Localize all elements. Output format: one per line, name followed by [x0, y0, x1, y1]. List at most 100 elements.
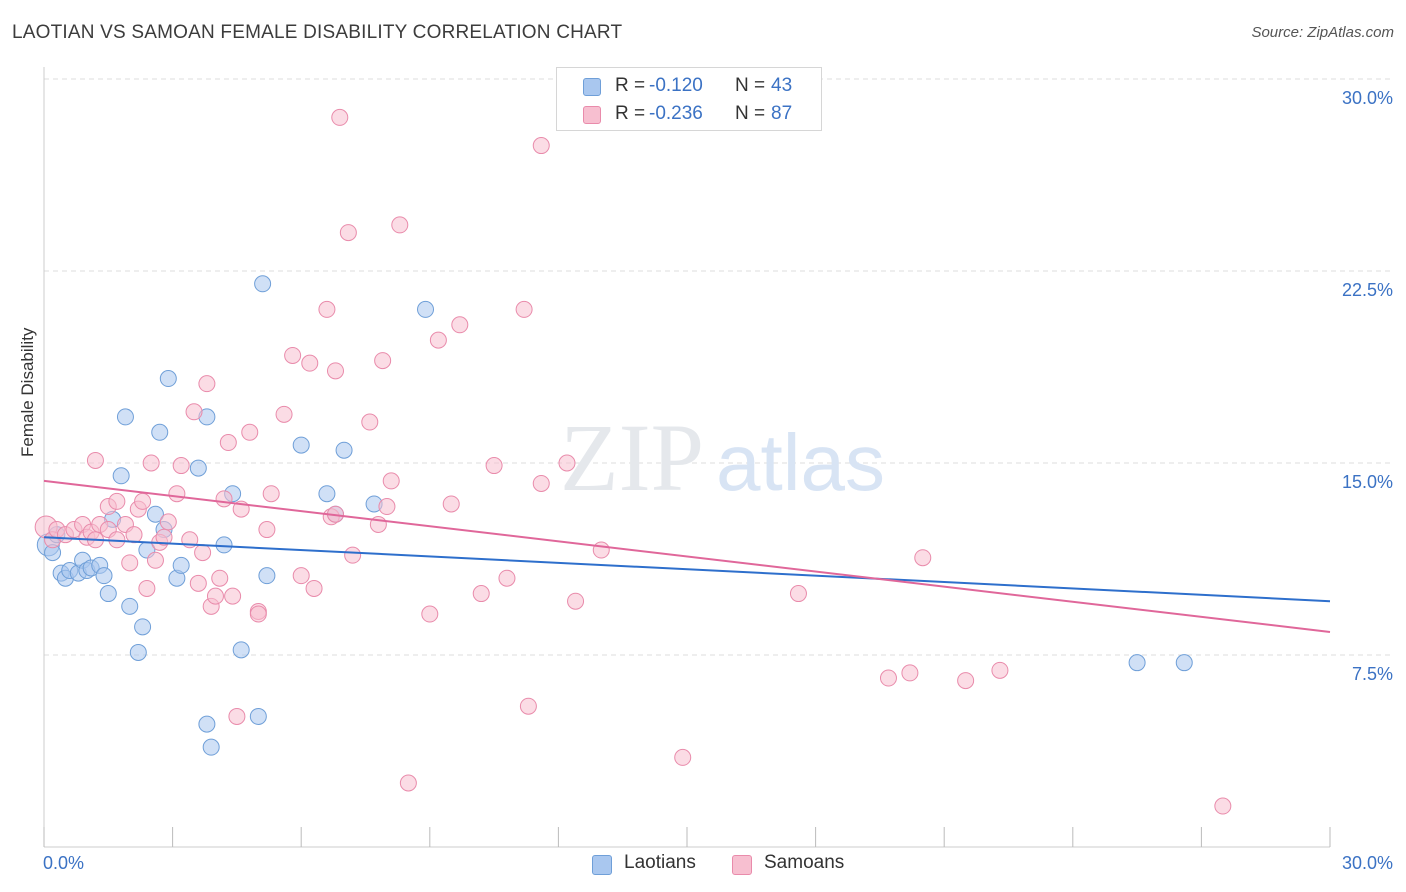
data-point	[592, 541, 610, 559]
data-point	[879, 669, 897, 687]
y-tick-label: 22.5%	[1342, 280, 1393, 300]
legend-n-label: N =	[735, 103, 766, 124]
legend-r-value: -0.120	[649, 75, 703, 96]
data-point	[254, 275, 272, 293]
data-point	[211, 569, 229, 587]
data-point	[472, 585, 490, 603]
data-point	[391, 216, 409, 234]
data-point	[206, 587, 224, 605]
data-point	[1175, 654, 1193, 672]
legend-row-samoans: R = -0.236 N = 87	[557, 100, 821, 128]
data-point	[442, 495, 460, 513]
data-point	[258, 567, 276, 585]
data-point	[198, 715, 216, 733]
data-point	[159, 513, 177, 531]
axes	[43, 67, 1331, 848]
data-point	[429, 331, 447, 349]
data-point	[305, 579, 323, 597]
legend-label-laotians: Laotians	[624, 852, 696, 873]
data-point	[1214, 797, 1232, 815]
trend-line-laotians	[43, 536, 1331, 603]
legend-row-laotians: R = -0.120 N = 43	[557, 72, 821, 100]
data-point	[258, 521, 276, 539]
data-point	[134, 492, 152, 510]
data-point	[957, 672, 975, 690]
data-point	[228, 707, 246, 725]
data-point	[108, 492, 126, 510]
data-point	[134, 618, 152, 636]
data-point	[198, 375, 216, 393]
data-point	[142, 454, 160, 472]
trend-lines	[43, 479, 1331, 633]
data-point	[292, 436, 310, 454]
data-point	[382, 472, 400, 490]
data-point	[417, 300, 435, 318]
legend-label-samoans: Samoans	[764, 852, 845, 873]
data-point	[151, 423, 169, 441]
data-point	[241, 423, 259, 441]
data-point	[125, 526, 143, 544]
data-point	[991, 661, 1009, 679]
data-point	[185, 403, 203, 421]
data-point	[116, 408, 134, 426]
y-tick-label: 7.5%	[1352, 664, 1393, 684]
data-point	[129, 643, 147, 661]
data-point	[275, 405, 293, 423]
legend-swatch-samoans-bottom	[732, 855, 752, 875]
data-point	[146, 505, 164, 523]
data-point	[262, 485, 280, 503]
legend-swatch-samoans	[583, 106, 601, 124]
data-point	[901, 664, 919, 682]
data-point	[121, 597, 139, 615]
data-point	[301, 354, 319, 372]
data-point	[112, 467, 130, 485]
data-point	[215, 536, 233, 554]
data-point	[99, 585, 117, 603]
data-point	[339, 224, 357, 242]
data-point	[189, 574, 207, 592]
data-point	[789, 585, 807, 603]
legend-swatch-laotians-bottom	[592, 855, 612, 875]
data-point	[326, 362, 344, 380]
legend-r-label: R =	[615, 103, 646, 124]
y-tick-label: 30.0%	[1342, 88, 1393, 108]
data-point	[335, 441, 353, 459]
data-point	[1128, 654, 1146, 672]
data-point	[331, 108, 349, 126]
tick-labels: 7.5% 15.0% 22.5% 30.0% 0.0% 30.0%	[43, 88, 1393, 873]
data-point	[374, 352, 392, 370]
data-point	[202, 738, 220, 756]
data-point	[485, 457, 503, 475]
data-point	[168, 485, 186, 503]
data-point	[519, 697, 537, 715]
data-point	[451, 316, 469, 334]
data-point	[189, 459, 207, 477]
data-point	[399, 774, 417, 792]
data-point	[146, 551, 164, 569]
data-point	[194, 544, 212, 562]
data-point	[532, 474, 550, 492]
legend-n-value: 43	[771, 75, 793, 96]
data-point	[86, 451, 104, 469]
legend-swatch-laotians	[583, 78, 601, 96]
data-point	[284, 346, 302, 364]
data-point	[344, 546, 362, 564]
watermark-zip: ZIP	[560, 404, 704, 511]
data-point	[292, 567, 310, 585]
y-axis-label: Female Disability	[18, 327, 37, 457]
data-point	[138, 579, 156, 597]
data-point	[159, 370, 177, 388]
data-point	[232, 641, 250, 659]
data-point	[249, 707, 267, 725]
data-point	[914, 549, 932, 567]
data-point	[249, 605, 267, 623]
data-point	[558, 454, 576, 472]
data-point	[361, 413, 379, 431]
trend-line-samoans	[43, 479, 1331, 633]
data-point	[172, 556, 190, 574]
source-label: Source: ZipAtlas.com	[1251, 24, 1394, 41]
chart-title: LAOTIAN VS SAMOAN FEMALE DISABILITY CORR…	[12, 22, 623, 43]
x-tick-label: 0.0%	[43, 853, 84, 873]
series-laotians	[36, 275, 1193, 756]
